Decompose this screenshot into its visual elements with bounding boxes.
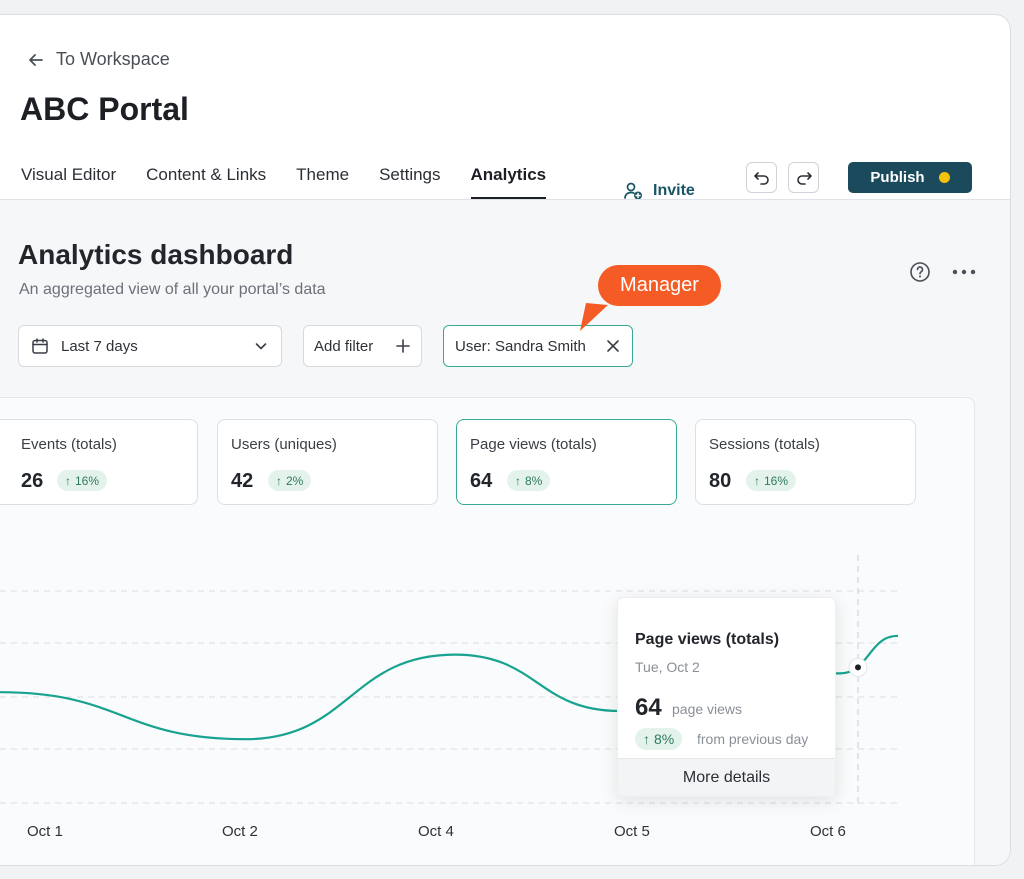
tooltip-title: Page views (totals): [635, 631, 780, 648]
arrow-up-icon: ↑: [65, 473, 71, 488]
tooltip-note: from previous day: [697, 731, 809, 747]
callout-pointer: [580, 303, 608, 331]
redo-icon: [796, 171, 812, 185]
dashboard-title: Analytics dashboard: [18, 239, 294, 270]
metric-label: Events (totals): [21, 436, 117, 453]
dashboard-subtitle: An aggregated view of all your portal’s …: [19, 281, 326, 298]
publish-status-dot: [938, 172, 950, 183]
undo-icon: [753, 171, 769, 185]
metric-change: 16%: [764, 473, 789, 488]
tooltip-date: Tue, Oct 2: [635, 659, 700, 675]
tab-content-links[interactable]: Content & Links: [146, 165, 267, 184]
x-tick-label: Oct 2: [222, 823, 258, 840]
user-filter-chip[interactable]: User: Sandra Smith: [443, 325, 633, 367]
date-range-label: Last 7 days: [61, 337, 138, 355]
arrow-up-icon: ↑: [515, 473, 521, 488]
tab-theme[interactable]: Theme: [296, 165, 350, 184]
arrow-up-icon: ↑: [754, 473, 760, 488]
app-window: To Workspace ABC Portal Visual Editor Co…: [0, 14, 1011, 866]
metric-card-sessions[interactable]: Sessions (totals) 80 ↑ 16%: [695, 419, 916, 505]
metric-value: 80: [709, 470, 732, 492]
date-range-select[interactable]: Last 7 days: [18, 325, 282, 367]
chevron-down-icon: [255, 343, 267, 350]
chart-tooltip: Page views (totals) Tue, Oct 2 64 page v…: [617, 597, 836, 797]
metric-change-badge: ↑ 2%: [268, 470, 312, 491]
back-to-workspace-link[interactable]: To Workspace: [26, 49, 170, 70]
metric-change: 2%: [286, 473, 304, 488]
tab-bar: Visual Editor Content & Links Theme Sett…: [21, 165, 576, 199]
metric-label: Sessions (totals): [709, 436, 820, 453]
arrow-left-icon: [29, 53, 43, 66]
redo-button[interactable]: [788, 162, 819, 193]
tooltip-change-badge: ↑ 8%: [635, 728, 683, 750]
x-tick-label: Oct 1: [27, 823, 63, 840]
help-circle-icon[interactable]: [909, 261, 931, 283]
metric-card-page-views[interactable]: Page views (totals) 64 ↑ 8%: [456, 419, 677, 505]
back-link-label: To Workspace: [56, 49, 170, 69]
tab-visual-editor[interactable]: Visual Editor: [21, 165, 117, 184]
invite-label: Invite: [653, 182, 695, 199]
tooltip-change: 8%: [654, 731, 675, 747]
calendar-icon: [32, 338, 48, 354]
tooltip-value: 64: [635, 694, 662, 721]
user-filter-label: User: Sandra Smith: [455, 337, 586, 355]
invite-button[interactable]: Invite: [623, 181, 695, 201]
plus-icon: [396, 339, 410, 353]
undo-button[interactable]: [746, 162, 777, 193]
manager-callout: Manager: [598, 265, 721, 306]
header-divider: [0, 199, 1010, 200]
metric-change-badge: ↑ 16%: [746, 470, 797, 491]
publish-label: Publish: [870, 169, 925, 186]
add-filter-button[interactable]: Add filter: [303, 325, 422, 367]
publish-button[interactable]: Publish: [848, 162, 972, 193]
hover-point-dot: [855, 664, 861, 671]
arrow-up-icon: ↑: [276, 473, 282, 488]
x-tick-label: Oct 6: [810, 823, 846, 840]
metric-value: 64: [470, 470, 493, 492]
metric-change: 16%: [75, 473, 100, 488]
metric-label: Page views (totals): [470, 436, 597, 453]
metric-value: 42: [231, 470, 254, 492]
more-horizontal-icon[interactable]: [952, 269, 976, 275]
x-tick-label: Oct 4: [418, 823, 454, 840]
metric-change: 8%: [525, 473, 543, 488]
metric-change-badge: ↑ 8%: [507, 470, 551, 491]
user-plus-icon: [624, 182, 642, 200]
metric-card-events[interactable]: Events (totals) 26 ↑ 16%: [0, 419, 198, 505]
tooltip-unit: page views: [672, 701, 743, 717]
metric-change-badge: ↑ 16%: [57, 470, 108, 491]
add-filter-label: Add filter: [314, 337, 374, 355]
arrow-up-icon: ↑: [643, 731, 650, 747]
x-tick-label: Oct 5: [614, 823, 650, 840]
tab-settings[interactable]: Settings: [379, 165, 441, 184]
metric-value: 26: [21, 470, 44, 492]
metric-card-users[interactable]: Users (uniques) 42 ↑ 2%: [217, 419, 438, 505]
close-icon[interactable]: [605, 338, 621, 354]
tab-analytics[interactable]: Analytics: [470, 165, 546, 199]
page-title: ABC Portal: [20, 91, 189, 127]
more-details-button[interactable]: More details: [618, 758, 835, 796]
metric-label: Users (uniques): [231, 436, 337, 453]
